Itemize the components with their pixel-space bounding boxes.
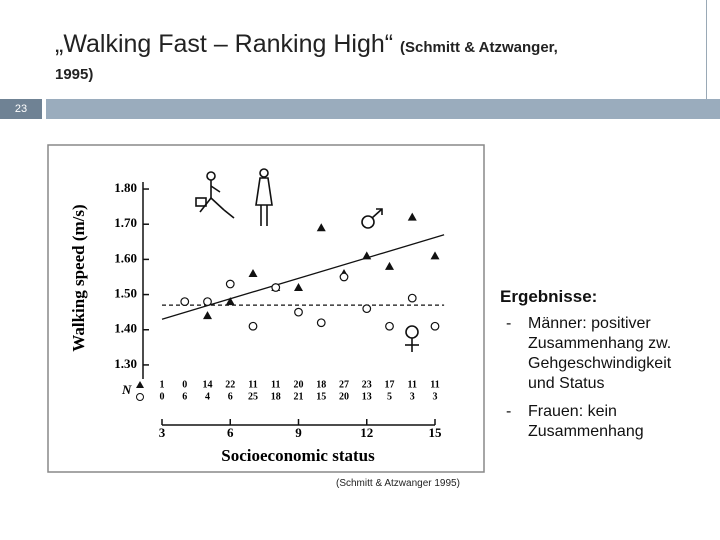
divider (706, 0, 707, 100)
heading: Ergebnisse: (500, 287, 598, 306)
point (203, 297, 212, 307)
bullet-text: Gehgeschwindigkeit (528, 355, 672, 372)
point (430, 321, 440, 331)
point (385, 261, 394, 270)
n-count: 18 (271, 391, 281, 402)
caption: (Schmitt & Atzwanger 1995) (336, 478, 460, 489)
figure-frame (47, 144, 485, 473)
point (225, 279, 235, 289)
x-tick-label: 9 (295, 425, 302, 440)
point (180, 297, 190, 307)
point (294, 307, 303, 317)
n-legend-symbol (136, 393, 144, 401)
point (248, 321, 258, 331)
n-count: 11 (248, 379, 257, 390)
n-count: 3 (410, 391, 415, 402)
n-label: N (121, 382, 132, 397)
y-tick-label: 1.40 (114, 321, 137, 336)
n-count: 0 (182, 379, 187, 390)
y-tick-label: 1.70 (114, 215, 137, 230)
n-count: 4 (205, 391, 210, 402)
point (430, 251, 440, 260)
point (203, 311, 212, 320)
n-count: 18 (316, 379, 326, 390)
x-tick-label: 3 (159, 425, 166, 440)
bullet-marker: - (506, 403, 512, 420)
n-count: 6 (228, 391, 233, 402)
n-count: 6 (182, 391, 187, 402)
title-reference: 1995) (55, 66, 94, 83)
x-tick-label: 15 (429, 425, 443, 440)
y-tick-label: 1.30 (114, 356, 137, 371)
point (316, 223, 326, 232)
bullet-marker: - (506, 315, 512, 332)
x-tick-label: 12 (360, 425, 373, 440)
point (339, 272, 349, 282)
bullet-text: Zusammenhang (528, 423, 644, 440)
point (225, 297, 235, 306)
n-count: 1 (160, 379, 165, 390)
n-legend-symbol (136, 381, 144, 388)
n-count: 23 (362, 379, 372, 390)
n-count: 13 (362, 391, 372, 402)
point (316, 318, 326, 328)
title: „Walking Fast – Ranking High“ (55, 30, 394, 58)
bullet-text: Frauen: kein (528, 403, 617, 420)
bullet-text: und Status (528, 375, 605, 392)
point (407, 293, 417, 303)
n-count: 20 (339, 391, 349, 402)
page-number: 23 (0, 99, 42, 119)
n-count: 21 (294, 391, 304, 402)
figure-icons (195, 168, 419, 352)
n-count: 22 (225, 379, 235, 390)
x-axis-label: Socioeconomic status (221, 446, 375, 465)
title-line: „Walking Fast – Ranking High“ (Schmitt &… (55, 30, 558, 59)
y-tick-label: 1.50 (114, 286, 137, 301)
bullet-text: Zusammenhang zw. (528, 335, 672, 352)
n-count: 14 (203, 379, 213, 390)
n-count: 11 (430, 379, 439, 390)
n-count: 5 (387, 391, 392, 402)
point (294, 283, 303, 292)
x-tick-label: 6 (227, 425, 234, 440)
n-count: 11 (271, 379, 280, 390)
point (248, 268, 258, 277)
n-count: 17 (385, 379, 395, 390)
n-count: 27 (339, 379, 349, 390)
n-count: 3 (433, 391, 438, 402)
n-count: 20 (294, 379, 304, 390)
point (271, 283, 281, 292)
n-count: 15 (316, 391, 326, 402)
n-count: 25 (248, 391, 258, 402)
point (362, 251, 372, 260)
point (362, 304, 372, 314)
n-count: 0 (160, 391, 165, 402)
bullet-text: Männer: positiver (528, 315, 651, 332)
y-axis-label: Walking speed (m/s) (69, 204, 88, 351)
y-tick-label: 1.60 (114, 250, 137, 265)
point (407, 212, 417, 221)
banner (46, 99, 720, 119)
n-count: 11 (408, 379, 417, 390)
point (385, 321, 394, 331)
y-tick-label: 1.80 (114, 180, 137, 195)
title-reference: (Schmitt & Atzwanger, (400, 39, 558, 56)
